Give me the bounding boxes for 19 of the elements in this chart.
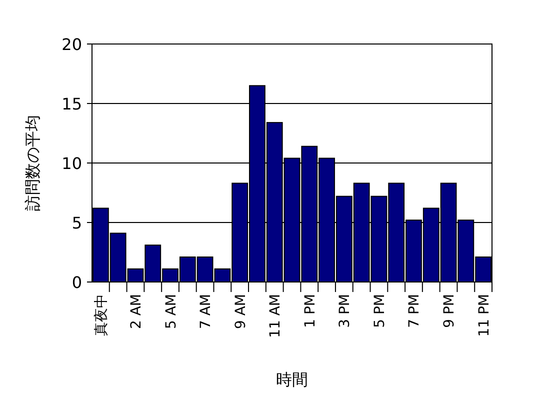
x-tick-label: 11 PM [476, 294, 492, 337]
x-tick-label: 11 AM [268, 294, 284, 338]
x-tick-label: 1 PM [302, 294, 318, 328]
x-tick-label: 7 PM [406, 294, 423, 328]
y-axis-title: 訪問数の平均 [23, 115, 42, 211]
x-tick-label: 5 AM [163, 294, 180, 330]
x-tick-label: 3 PM [337, 294, 354, 328]
y-tick-label: 15 [62, 94, 82, 114]
x-tick-label: 7 AM [198, 294, 214, 330]
x-tick-label: 9 AM [232, 294, 249, 330]
y-tick-label: 20 [62, 35, 82, 54]
y-tick-label: 5 [72, 214, 82, 232]
y-tick-label: 10 [62, 154, 82, 173]
x-tick-label: 真夜中 [94, 294, 110, 336]
x-tick-label: 5 PM [372, 294, 388, 328]
x-axis-title: 時間 [276, 370, 308, 389]
x-tick-label: 2 AM [128, 294, 144, 330]
x-tick-label: 9 PM [442, 294, 458, 328]
y-tick-label: 0 [72, 273, 82, 292]
